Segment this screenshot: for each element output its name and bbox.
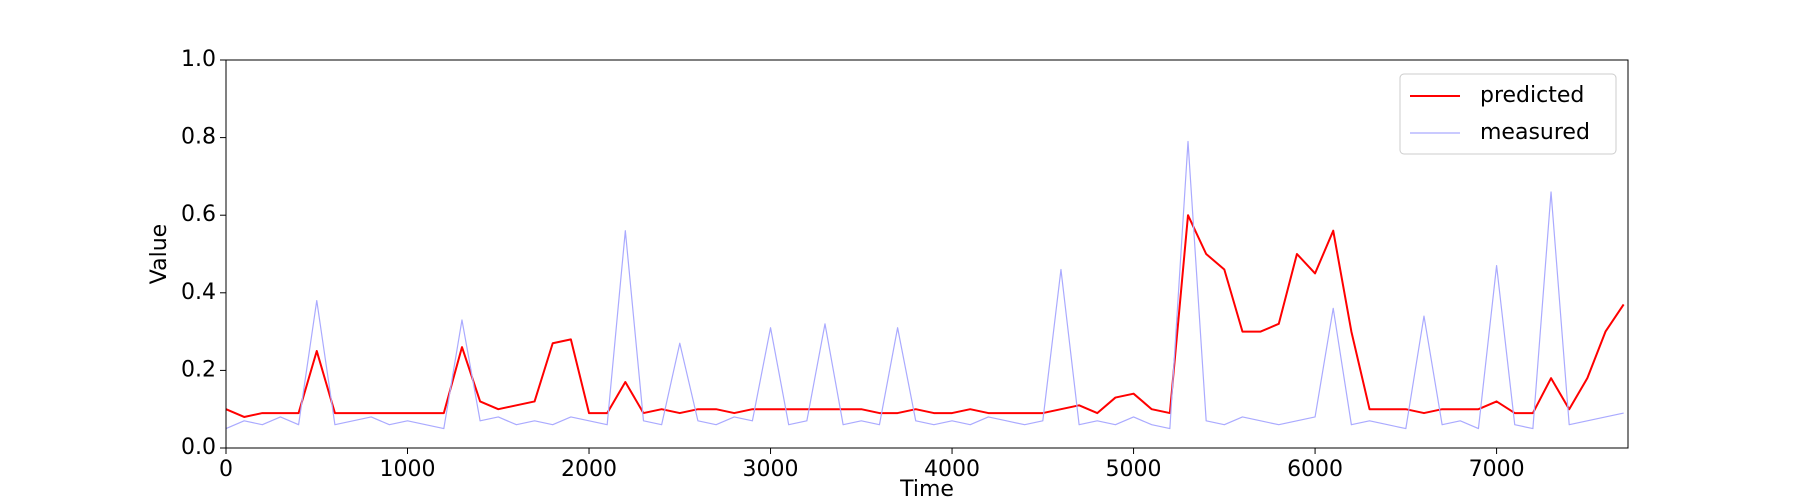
- x-tick-label: 6000: [1287, 457, 1343, 482]
- legend-label: predicted: [1480, 83, 1584, 108]
- y-tick-label: 0.2: [181, 357, 216, 382]
- x-axis-label: Time: [899, 477, 954, 500]
- x-tick-label: 5000: [1106, 457, 1162, 482]
- x-tick-label: 3000: [743, 457, 799, 482]
- x-tick-label: 1000: [380, 457, 436, 482]
- x-tick-label: 7000: [1469, 457, 1525, 482]
- line-series: [225, 214, 1625, 418]
- x-tick-label: 2000: [561, 457, 617, 482]
- y-tick-label: 1.0: [181, 47, 216, 72]
- plot-frame: [225, 59, 1629, 449]
- line-series: [225, 140, 1624, 430]
- legend-label: measured: [1480, 120, 1590, 145]
- y-tick-label: 0.8: [181, 125, 216, 150]
- y-tick-label: 0.6: [181, 202, 216, 227]
- y-axis-label: Value: [147, 224, 172, 284]
- legend-box: [1399, 73, 1617, 155]
- x-tick-label: 0: [219, 457, 233, 482]
- y-tick-label: 0.0: [181, 435, 216, 460]
- x-tick-label: 4000: [924, 457, 980, 482]
- y-tick-label: 0.4: [181, 280, 216, 305]
